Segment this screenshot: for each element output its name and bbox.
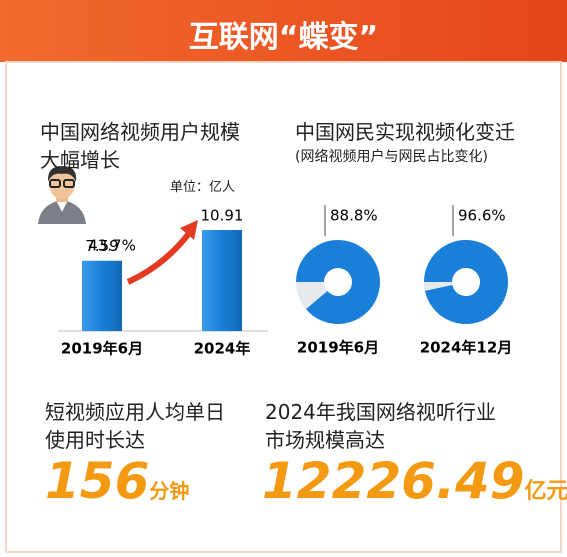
- arrow-head: [180, 220, 198, 240]
- donut-segment: [296, 240, 380, 324]
- unit-label: 单位：亿人: [170, 180, 236, 195]
- value-label: 10.91: [201, 207, 244, 225]
- stat-unit: 亿元: [524, 479, 567, 504]
- bar: [82, 260, 122, 331]
- header-bar: [0, 0, 567, 62]
- donut-rest: [296, 282, 328, 310]
- donut-segment: [424, 240, 508, 324]
- stat-label: 短视频应用人均单日使用时长达: [45, 400, 225, 452]
- stat-number: 156: [45, 452, 150, 510]
- value-label: 7.59: [85, 237, 118, 255]
- bar: [202, 230, 242, 331]
- category-label: 2019年6月: [61, 340, 143, 358]
- stat-value: 156分钟: [45, 452, 189, 510]
- category-label: 2024年: [194, 340, 251, 358]
- category-label: 2019年6月: [297, 339, 379, 357]
- frame: [5, 61, 562, 553]
- stat-number: 12226.49: [262, 452, 525, 510]
- value-label: 88.8%: [330, 207, 378, 225]
- value-label: 96.6%: [458, 207, 506, 225]
- growth-label: 43.7%: [88, 237, 136, 255]
- person-icon: [38, 166, 86, 224]
- chart-title: 中国网民实现视频化变迁: [295, 120, 515, 144]
- stat-value: 12226.49亿元: [262, 452, 567, 510]
- page-title: 互联网“蝶变”: [188, 20, 379, 55]
- chart-subtitle: (网络视频用户与网民占比变化): [295, 149, 488, 165]
- stat-unit: 分钟: [149, 479, 190, 503]
- growth-arrow: [126, 230, 193, 285]
- stat-label: 2024年我国网络视听行业市场规模高达: [265, 400, 496, 452]
- chart-title: 中国网络视频用户规模大幅增长: [40, 120, 240, 172]
- category-label: 2024年12月: [420, 339, 513, 357]
- donut-rest: [424, 282, 453, 291]
